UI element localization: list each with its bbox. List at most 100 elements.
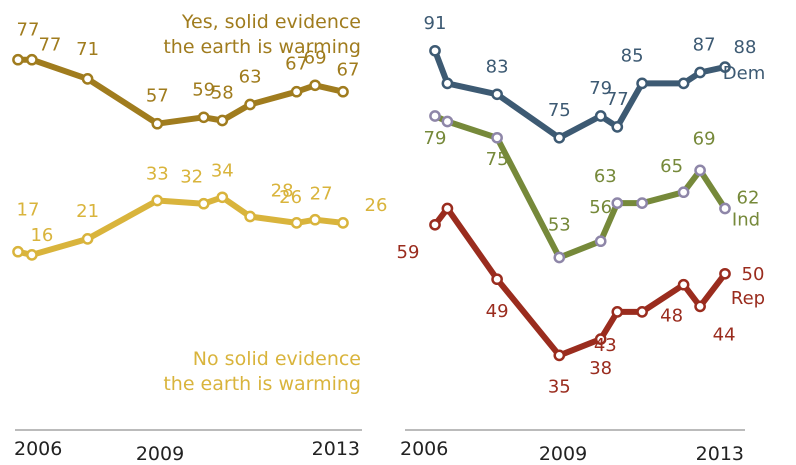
no-data-label: 34 <box>211 160 234 181</box>
ind-point <box>491 131 503 144</box>
rep-data-label: 44 <box>713 324 736 345</box>
ind-data-label: 79 <box>424 128 447 149</box>
yes-point <box>290 85 303 98</box>
no-point <box>290 217 303 229</box>
ind-series-line <box>432 113 728 261</box>
yes-data-label: 59 <box>192 79 215 100</box>
ind-data-label: 62 <box>737 188 760 209</box>
ind-point <box>694 164 706 177</box>
dem-point <box>677 77 690 90</box>
yes-data-label: 67 <box>285 54 308 75</box>
no-data-label: 16 <box>30 225 53 246</box>
dem-point <box>491 88 503 101</box>
rep-point <box>719 267 731 280</box>
no-point <box>151 194 164 207</box>
left-x-tick-2009: 2009 <box>136 443 184 465</box>
no-point <box>26 249 38 261</box>
left-x-tick-2006: 2006 <box>14 438 62 460</box>
rep-series-line <box>432 205 728 359</box>
dem-point <box>636 77 648 90</box>
no-data-label: 33 <box>146 164 169 185</box>
no-series-label-line-1: No solid evidence <box>193 348 361 370</box>
yes-data-label: 57 <box>146 86 169 107</box>
yes-point <box>309 79 321 92</box>
no-point <box>216 191 229 204</box>
no-point <box>12 245 24 258</box>
right-x-tick-2006: 2006 <box>400 438 448 460</box>
yes-point <box>337 85 349 98</box>
dem-data-label: 91 <box>424 13 447 34</box>
rep-data-label: 59 <box>397 242 420 263</box>
yes-point <box>151 117 164 130</box>
dem-point <box>611 121 624 133</box>
left-x-tick-2013: 2013 <box>312 438 360 460</box>
rep-point <box>429 218 441 231</box>
right-x-tick-2009: 2009 <box>539 443 587 465</box>
ind-point <box>594 235 607 248</box>
yes-point <box>81 73 94 85</box>
yes-data-label: 77 <box>38 35 61 56</box>
no-point <box>81 233 94 245</box>
dem-point <box>429 44 441 57</box>
yes-point <box>26 53 38 66</box>
rep-point <box>491 273 503 286</box>
rep-point <box>553 349 566 362</box>
yes-series-label-line-1: Yes, solid evidence <box>181 11 361 33</box>
ind-series-name: Ind <box>732 210 760 231</box>
yes-data-label: 77 <box>17 20 40 41</box>
dem-point <box>719 61 731 73</box>
yes-data-label: 58 <box>211 83 234 104</box>
ind-data-label: 69 <box>693 128 716 149</box>
yes-point <box>216 114 229 127</box>
rep-data-label: 38 <box>589 358 612 379</box>
rep-point <box>636 306 648 318</box>
yes-data-label: 63 <box>239 67 262 88</box>
no-series-label-line-2: the earth is warming <box>163 373 361 395</box>
rep-point <box>677 278 690 291</box>
no-series-line <box>15 194 346 258</box>
ind-point <box>611 197 624 209</box>
yes-data-label: 67 <box>337 60 360 81</box>
dem-data-label: 87 <box>693 35 716 56</box>
ind-point <box>636 197 648 209</box>
right-x-tick-2013: 2013 <box>696 443 744 465</box>
no-data-label: 27 <box>310 184 333 205</box>
no-data-label: 28 <box>271 181 294 202</box>
rep-point <box>594 333 607 345</box>
ind-data-label: 65 <box>660 156 683 177</box>
no-data-label: 26 <box>279 187 302 208</box>
dem-point <box>553 131 566 144</box>
ind-data-label: 53 <box>548 215 571 236</box>
dem-data-label: 79 <box>589 78 612 99</box>
ind-point <box>441 115 454 128</box>
dem-data-label: 85 <box>621 45 644 66</box>
dem-data-label: 88 <box>734 37 757 58</box>
ind-data-label: 63 <box>594 166 617 187</box>
rep-point <box>441 202 454 215</box>
no-data-label: 17 <box>17 200 40 221</box>
no-point <box>309 213 321 226</box>
yes-point <box>197 111 210 124</box>
yes-data-label: 71 <box>76 39 99 60</box>
yes-series-line <box>15 56 346 127</box>
rep-data-label: 49 <box>486 301 509 322</box>
ind-point <box>719 202 731 215</box>
rep-data-label: 50 <box>742 264 765 285</box>
ind-point <box>677 186 690 199</box>
ind-point <box>553 251 566 264</box>
ind-point <box>429 110 441 122</box>
yes-data-label: 69 <box>304 47 327 68</box>
rep-data-label: 48 <box>660 306 683 327</box>
dem-point <box>694 66 706 79</box>
dem-point <box>441 77 454 90</box>
dem-series-line <box>432 47 728 141</box>
ind-data-label: 75 <box>486 149 509 170</box>
dem-series-name: Dem <box>723 63 765 84</box>
rep-point <box>611 306 624 318</box>
rep-point <box>694 300 706 313</box>
yes-point <box>244 98 256 111</box>
dem-data-label: 83 <box>486 56 509 77</box>
no-data-label: 32 <box>180 167 203 188</box>
